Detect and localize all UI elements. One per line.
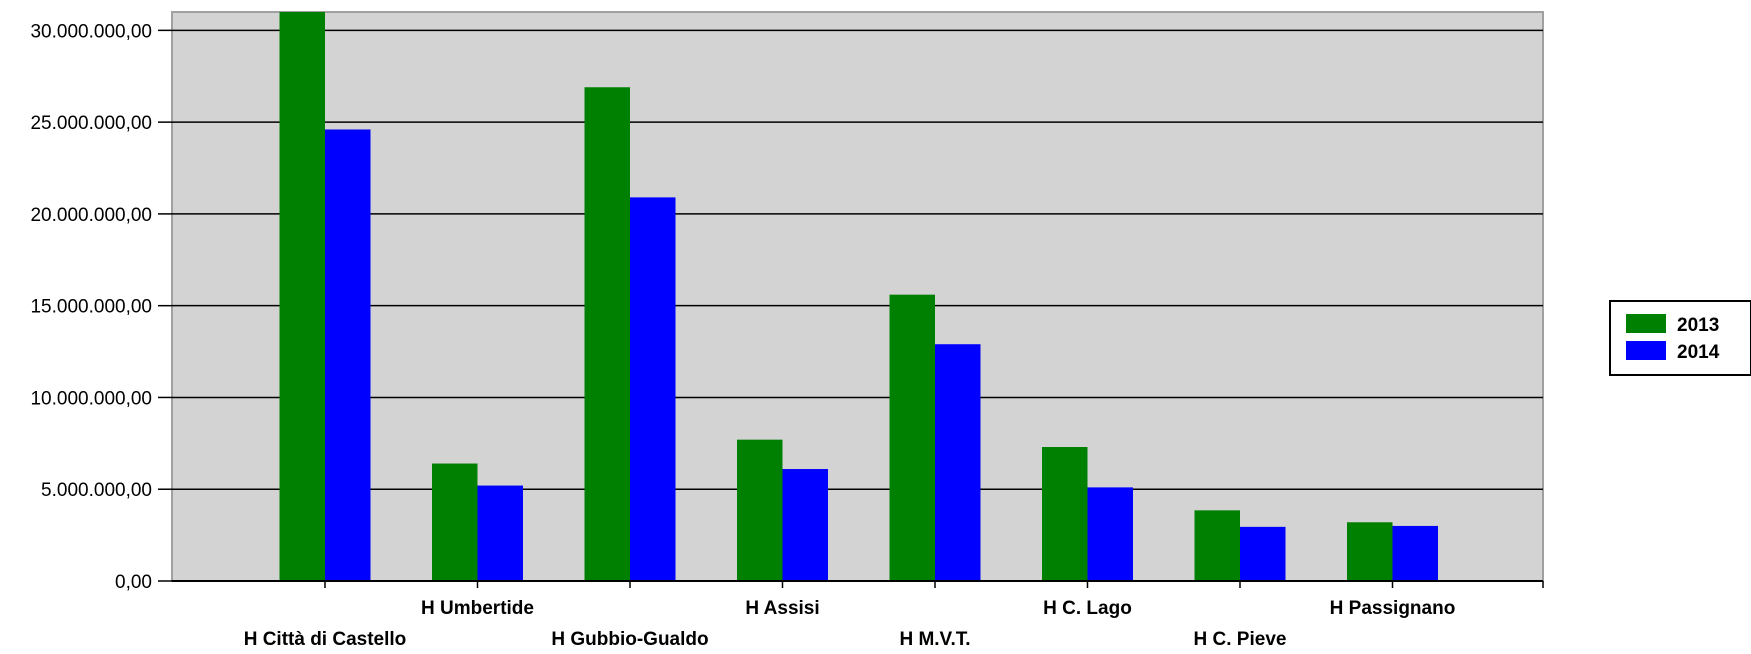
bar-2014 xyxy=(630,197,676,582)
y-tick-label: 15.000.000,00 xyxy=(30,297,152,318)
y-tick-label: 0,00 xyxy=(115,572,152,593)
legend-label: 2014 xyxy=(1677,342,1720,363)
axes: 0,00 5.000.000,00 10.000.000,00 15.000.000,… xyxy=(30,21,1544,650)
y-tick-label: 25.000.000,00 xyxy=(30,113,152,134)
bar-2014 xyxy=(325,129,371,582)
bar-2013 xyxy=(1347,522,1393,581)
bar-2014 xyxy=(782,469,828,581)
bar-2014 xyxy=(1240,526,1286,581)
bar-2014 xyxy=(1392,525,1438,581)
bar-2013 xyxy=(432,463,478,581)
grid-lines xyxy=(172,29,1543,490)
y-tick-label: 20.000.000,00 xyxy=(30,205,152,226)
x-tick-label: H M.V.T. xyxy=(899,629,970,649)
legend-label: 2013 xyxy=(1677,315,1719,336)
bar-2013 xyxy=(889,294,935,581)
legend: 2013 2014 xyxy=(1609,300,1751,376)
y-tick-label: 10.000.000,00 xyxy=(30,388,152,409)
x-tick-label: H C. Pieve xyxy=(1194,629,1287,649)
bar-2013 xyxy=(1042,447,1088,581)
legend-swatch xyxy=(1626,314,1666,333)
bar-2013 xyxy=(279,12,325,581)
x-tick-label: H Passignano xyxy=(1330,598,1456,619)
bar-2014 xyxy=(935,344,981,581)
bar-2013 xyxy=(1194,510,1240,581)
x-tick-label: H Gubbio-Gualdo xyxy=(551,629,708,649)
bar-2013 xyxy=(737,439,783,581)
bar-2013 xyxy=(584,87,630,582)
x-tick-label: H Umbertide xyxy=(421,598,534,619)
legend-swatch xyxy=(1626,341,1666,360)
x-tick-label: H Città di Castello xyxy=(244,629,407,649)
x-tick-label: H Assisi xyxy=(745,598,819,619)
bar-2014 xyxy=(1087,487,1133,581)
x-tick-label: H C. Lago xyxy=(1043,598,1132,619)
y-tick-label: 5.000.000,00 xyxy=(41,480,152,501)
legend-box xyxy=(1609,300,1751,376)
y-tick-label: 30.000.000,00 xyxy=(30,21,152,42)
plot-area xyxy=(171,11,1544,582)
bar-2014 xyxy=(477,485,523,581)
bars xyxy=(279,12,1438,582)
